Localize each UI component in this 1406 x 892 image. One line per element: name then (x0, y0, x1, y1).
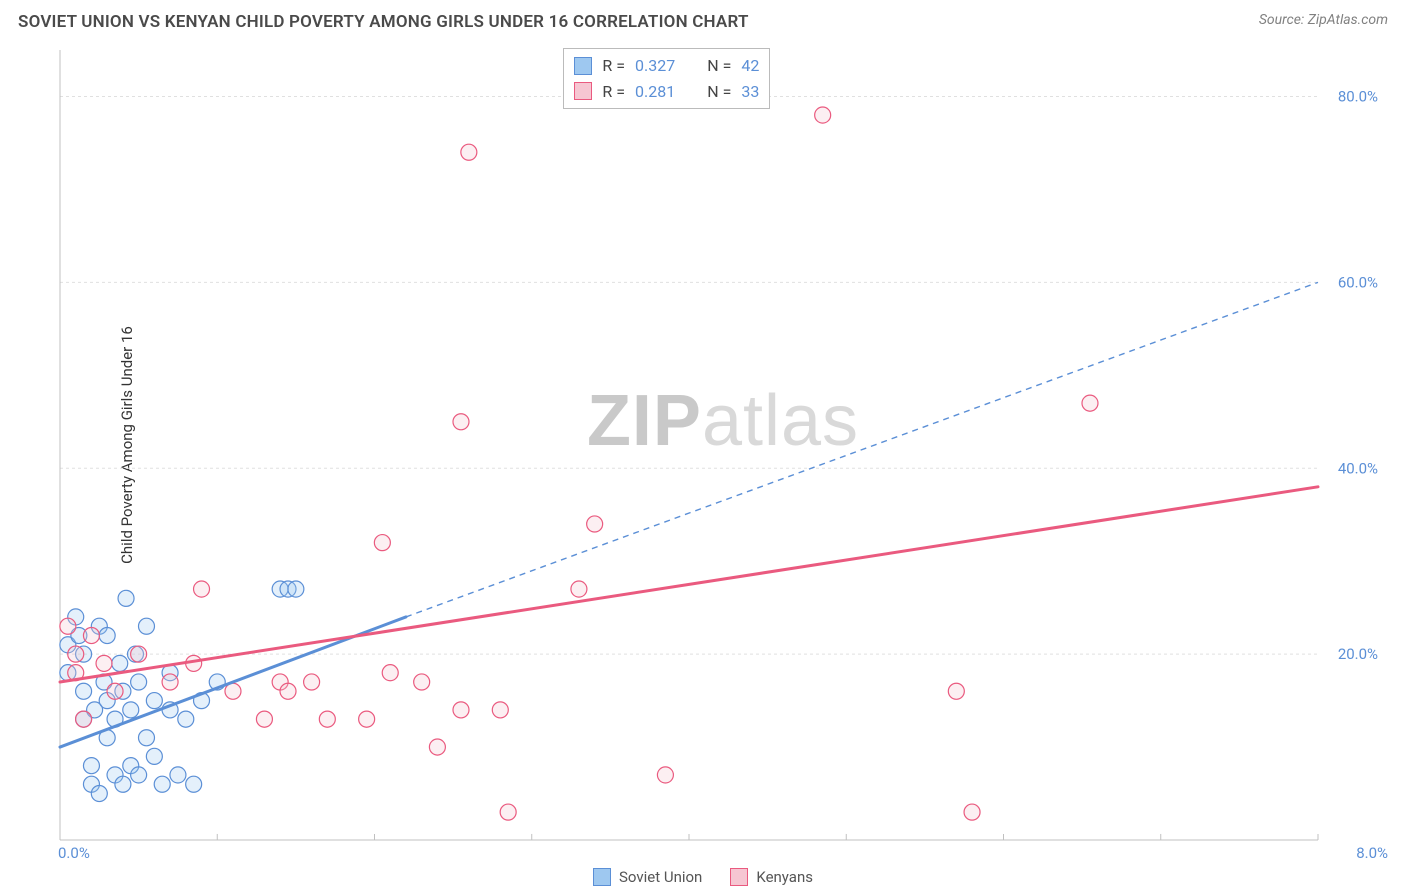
correlation-legend-row: R = 0.327 N = 42 (574, 53, 759, 79)
n-value: 42 (741, 53, 759, 79)
x-tick-last: 8.0% (1356, 844, 1388, 862)
svg-text:20.0%: 20.0% (1338, 645, 1378, 663)
r-value: 0.327 (635, 53, 675, 79)
x-tick-first: 0.0% (58, 844, 90, 862)
legend-swatch (574, 57, 592, 75)
source-attribution: Source: ZipAtlas.com (1259, 12, 1388, 28)
svg-text:60.0%: 60.0% (1338, 273, 1378, 291)
x-axis-labels: 0.0% 8.0% (58, 844, 1388, 864)
legend-label: Soviet Union (619, 868, 702, 886)
series-legend: Soviet Union Kenyans (0, 868, 1406, 886)
legend-swatch (730, 868, 748, 886)
r-label: R = (602, 79, 625, 105)
legend-label: Kenyans (756, 868, 813, 886)
chart-area: Child Poverty Among Girls Under 16 20.0%… (18, 48, 1388, 842)
chart-title: SOVIET UNION VS KENYAN CHILD POVERTY AMO… (18, 12, 749, 32)
correlation-legend: R = 0.327 N = 42 R = 0.281 N = 33 (563, 48, 770, 109)
correlation-legend-row: R = 0.281 N = 33 (574, 79, 759, 105)
plot-region: 20.0%40.0%60.0%80.0% ZIPatlas R =0.327N … (58, 48, 1388, 842)
source-prefix: Source: (1259, 12, 1308, 28)
svg-text:40.0%: 40.0% (1338, 459, 1378, 477)
legend-item: Kenyans (730, 868, 813, 886)
source-name: ZipAtlas.com (1308, 12, 1388, 28)
header: SOVIET UNION VS KENYAN CHILD POVERTY AMO… (0, 0, 1406, 32)
legend-swatch (574, 82, 592, 100)
n-label: N = (707, 53, 731, 79)
r-value: 0.281 (635, 79, 675, 105)
scatter-plot-svg: 20.0% 40.0% 60.0% 80.0% (58, 48, 1388, 842)
legend-item: Soviet Union (593, 868, 702, 886)
n-label: N = (707, 79, 731, 105)
r-label: R = (602, 53, 625, 79)
legend-swatch (593, 868, 611, 886)
n-value: 33 (741, 79, 759, 105)
svg-text:80.0%: 80.0% (1338, 87, 1378, 105)
